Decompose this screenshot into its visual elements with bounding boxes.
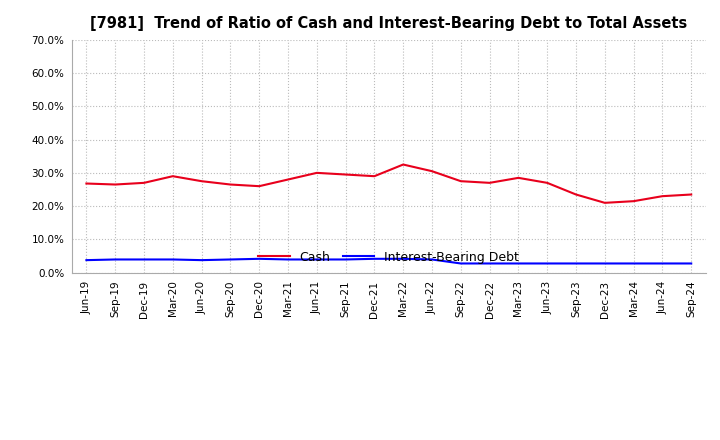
Interest-Bearing Debt xyxy=(111,257,120,262)
Interest-Bearing Debt xyxy=(687,261,696,266)
Cash xyxy=(687,192,696,197)
Interest-Bearing Debt xyxy=(226,257,235,262)
Interest-Bearing Debt xyxy=(82,257,91,263)
Cash xyxy=(226,182,235,187)
Cash xyxy=(255,183,264,189)
Title: [7981]  Trend of Ratio of Cash and Interest-Bearing Debt to Total Assets: [7981] Trend of Ratio of Cash and Intere… xyxy=(90,16,688,32)
Cash xyxy=(600,200,609,205)
Cash xyxy=(543,180,552,186)
Interest-Bearing Debt xyxy=(456,261,465,266)
Line: Interest-Bearing Debt: Interest-Bearing Debt xyxy=(86,259,691,264)
Interest-Bearing Debt xyxy=(428,257,436,262)
Interest-Bearing Debt xyxy=(543,261,552,266)
Cash xyxy=(658,194,667,199)
Interest-Bearing Debt xyxy=(197,257,206,263)
Interest-Bearing Debt xyxy=(485,261,494,266)
Cash xyxy=(370,173,379,179)
Cash xyxy=(111,182,120,187)
Interest-Bearing Debt xyxy=(658,261,667,266)
Cash xyxy=(82,181,91,186)
Cash xyxy=(456,179,465,184)
Cash xyxy=(485,180,494,186)
Cash xyxy=(140,180,148,186)
Interest-Bearing Debt xyxy=(312,257,321,262)
Interest-Bearing Debt xyxy=(514,261,523,266)
Interest-Bearing Debt xyxy=(140,257,148,262)
Cash xyxy=(197,179,206,184)
Cash xyxy=(168,173,177,179)
Interest-Bearing Debt xyxy=(255,256,264,261)
Legend: Cash, Interest-Bearing Debt: Cash, Interest-Bearing Debt xyxy=(253,246,524,269)
Interest-Bearing Debt xyxy=(629,261,638,266)
Cash xyxy=(341,172,350,177)
Interest-Bearing Debt xyxy=(284,257,292,262)
Cash xyxy=(572,192,580,197)
Cash xyxy=(514,175,523,180)
Interest-Bearing Debt xyxy=(370,256,379,261)
Interest-Bearing Debt xyxy=(600,261,609,266)
Interest-Bearing Debt xyxy=(399,256,408,261)
Cash xyxy=(428,169,436,174)
Cash xyxy=(284,177,292,182)
Interest-Bearing Debt xyxy=(168,257,177,262)
Interest-Bearing Debt xyxy=(341,257,350,262)
Cash xyxy=(399,162,408,167)
Cash xyxy=(312,170,321,176)
Line: Cash: Cash xyxy=(86,165,691,203)
Cash xyxy=(629,198,638,204)
Interest-Bearing Debt xyxy=(572,261,580,266)
